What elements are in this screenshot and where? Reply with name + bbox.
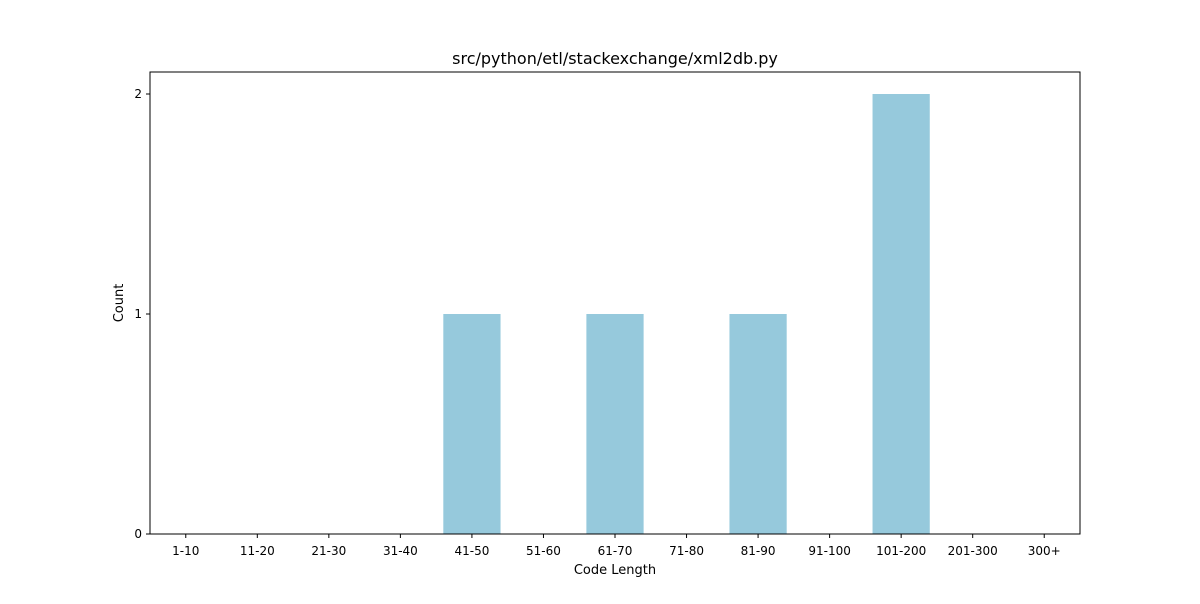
x-tick-label: 71-80: [669, 544, 704, 558]
bar-81-90: [729, 314, 787, 534]
x-tick-label: 1-10: [172, 544, 199, 558]
bars-layer: [443, 94, 930, 534]
x-tick-label: 101-200: [876, 544, 926, 558]
chart-title: src/python/etl/stackexchange/xml2db.py: [452, 49, 778, 68]
x-tick-label: 61-70: [598, 544, 633, 558]
x-tick-label: 41-50: [454, 544, 489, 558]
y-tick-label: 0: [134, 527, 142, 541]
y-tick-label: 2: [134, 87, 142, 101]
y-tick-label: 1: [134, 307, 142, 321]
x-axis-label: Code Length: [574, 563, 656, 578]
x-tick-label: 91-100: [808, 544, 851, 558]
y-axis-label: Count: [112, 284, 127, 323]
x-tick-label: 31-40: [383, 544, 418, 558]
x-tick-label: 11-20: [240, 544, 275, 558]
bar-41-50: [443, 314, 501, 534]
x-tick-label: 201-300: [948, 544, 998, 558]
x-tick-label: 21-30: [311, 544, 346, 558]
bar-61-70: [586, 314, 644, 534]
y-axis: 0 1 2: [134, 87, 150, 541]
x-tick-label: 81-90: [741, 544, 776, 558]
x-tick-label: 300+: [1028, 544, 1061, 558]
x-axis: 1-10 11-20 21-30 31-40 41-50 51-60 61-70 71-80 8…: [172, 534, 1061, 558]
bar-101-200: [872, 94, 930, 534]
x-tick-label: 51-60: [526, 544, 561, 558]
